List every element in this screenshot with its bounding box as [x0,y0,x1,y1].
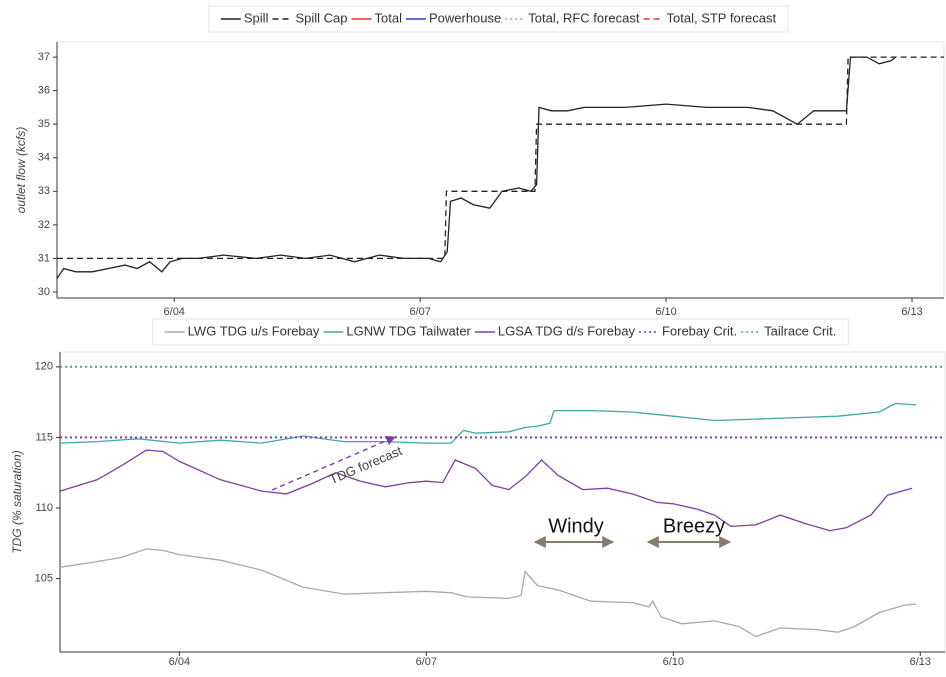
legend-label: LGSA TDG d/s Forebay [498,323,636,338]
x-tick-label: 6/13 [901,306,922,318]
legend-label: Spill [244,10,269,25]
legend-label: Tailrace Crit. [764,323,836,338]
x-tick-label: 6/10 [655,306,676,318]
x-tick-label: 6/07 [409,306,430,318]
y-tick-label: 37 [38,51,50,63]
x-tick-label: 6/07 [416,656,437,668]
forecast-arrow [271,435,396,491]
y-tick-label: 36 [38,85,50,97]
legend-label: Forebay Crit. [662,323,737,338]
legend: LWG TDG u/s Forebay LGNW TDG Tailwater LGS… [164,323,836,338]
series-line [59,449,913,532]
y-tick-label: 34 [38,152,50,164]
charts: 30 31 32 33 34 35 36 37 6/04 6/07 6/10 6/13 outlet f… [10,5,946,668]
x-tick-label: 6/04 [164,306,185,318]
y-tick-label: 120 [35,361,53,373]
y-tick-label: 31 [38,252,50,264]
legend-label: Total [375,10,403,25]
y-tick-label: 105 [35,572,53,584]
annotation: Windy [548,515,604,537]
y-tick-label: 110 [35,502,53,514]
series-line [59,548,917,638]
chart: 105 110 115 120 6/04 6/07 6/10 6/13 TDG (% satur… [10,318,946,668]
y-tick-label: 30 [38,286,50,298]
legend-label: Total, RFC forecast [528,10,640,25]
y-tick-label: 33 [38,185,50,197]
y-tick-label: 32 [38,219,50,231]
legend-label: Spill Cap [295,10,347,25]
legend-label: Powerhouse [429,10,501,25]
annotation: Breezy [663,515,725,537]
x-tick-label: 6/04 [169,656,190,668]
legend-label: Total, STP forecast [667,10,777,25]
plot-area [56,41,945,299]
series-line [59,402,917,444]
legend-box [152,318,849,346]
y-tick-label: 115 [35,431,53,443]
legend-label: LWG TDG u/s Forebay [188,323,320,338]
y-axis-label: outlet flow (kcfs) [14,127,28,214]
legend: Spill Spill Cap Total Powerhouse Total, RFC … [220,10,777,25]
y-axis-label: TDG (% saturation) [10,450,24,553]
x-tick-label: 6/13 [910,656,931,668]
chart: 30 31 32 33 34 35 36 37 6/04 6/07 6/10 6/13 outlet f… [14,5,945,318]
x-tick-label: 6/10 [663,656,684,668]
legend-box [208,5,789,33]
plot-area [59,351,946,653]
legend-label: LGNW TDG Tailwater [346,323,471,338]
y-tick-label: 35 [38,118,50,130]
